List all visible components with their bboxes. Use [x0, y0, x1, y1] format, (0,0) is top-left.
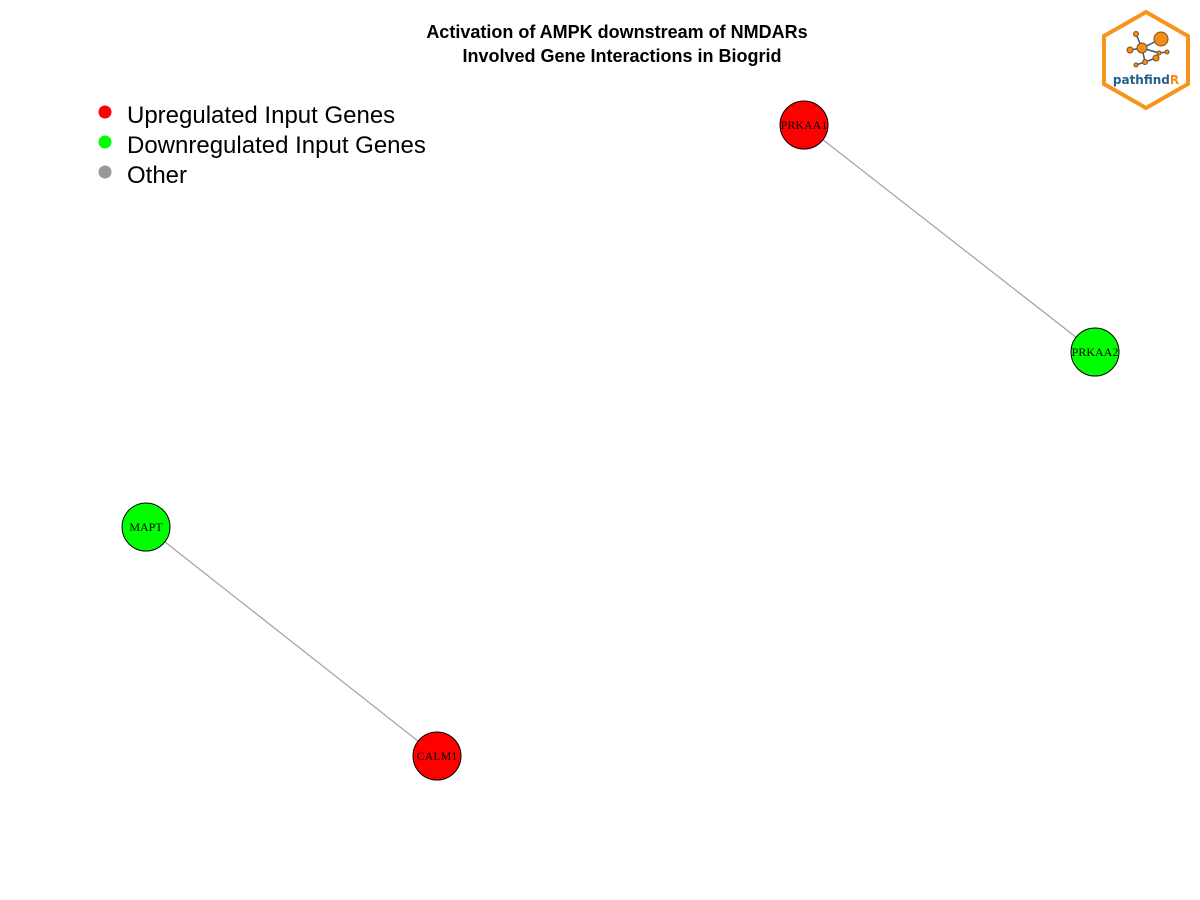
legend-item-other: Other — [98, 162, 187, 189]
node-circle-mapt[interactable] — [121, 502, 171, 552]
node-circle-calm1[interactable] — [412, 731, 462, 781]
diagram-title-line-2: Involved Gene Interactions in Biogrid — [462, 46, 781, 66]
legend-label-upregulated: Upregulated Input Genes — [127, 102, 395, 129]
legend-label-downregulated: Downregulated Input Genes — [127, 132, 426, 159]
legend-item-downregulated: Downregulated Input Genes — [98, 132, 426, 159]
legend: Upregulated Input Genes Downregulated In… — [98, 102, 426, 189]
diagram-title-line-1: Activation of AMPK downstream of NMDARs — [426, 22, 807, 42]
pathfindr-logo: pathfindR — [1102, 9, 1190, 111]
node-label-mapt: MAPT — [129, 520, 163, 534]
node-label-calm1: CALM1 — [417, 749, 458, 763]
node-prkaa2[interactable]: PRKAA2 — [1070, 327, 1120, 377]
edges — [145, 124, 1096, 757]
edge-mapt-calm1 — [145, 526, 438, 757]
legend-marker-other — [98, 165, 112, 179]
node-circle-prkaa1[interactable] — [779, 100, 829, 150]
logo-text: pathfindR — [1113, 73, 1179, 87]
node-calm1[interactable]: CALM1 — [412, 731, 462, 781]
node-label-prkaa2: PRKAA2 — [1072, 345, 1119, 359]
node-prkaa1[interactable]: PRKAA1 — [779, 100, 829, 150]
legend-marker-downregulated — [98, 135, 112, 149]
node-circle-prkaa2[interactable] — [1070, 327, 1120, 377]
legend-item-upregulated: Upregulated Input Genes — [98, 102, 395, 129]
logo-text-accent: R — [1170, 73, 1179, 87]
legend-marker-upregulated — [98, 105, 112, 119]
node-mapt[interactable]: MAPT — [121, 502, 171, 552]
edge-prkaa1-prkaa2 — [803, 124, 1096, 353]
legend-label-other: Other — [127, 162, 187, 189]
network-icon — [1126, 31, 1170, 68]
node-label-prkaa1: PRKAA1 — [781, 118, 828, 132]
logo-text-main: pathfind — [1113, 73, 1170, 87]
nodes: PRKAA1 PRKAA2 MAPT CALM1 — [121, 100, 1120, 781]
